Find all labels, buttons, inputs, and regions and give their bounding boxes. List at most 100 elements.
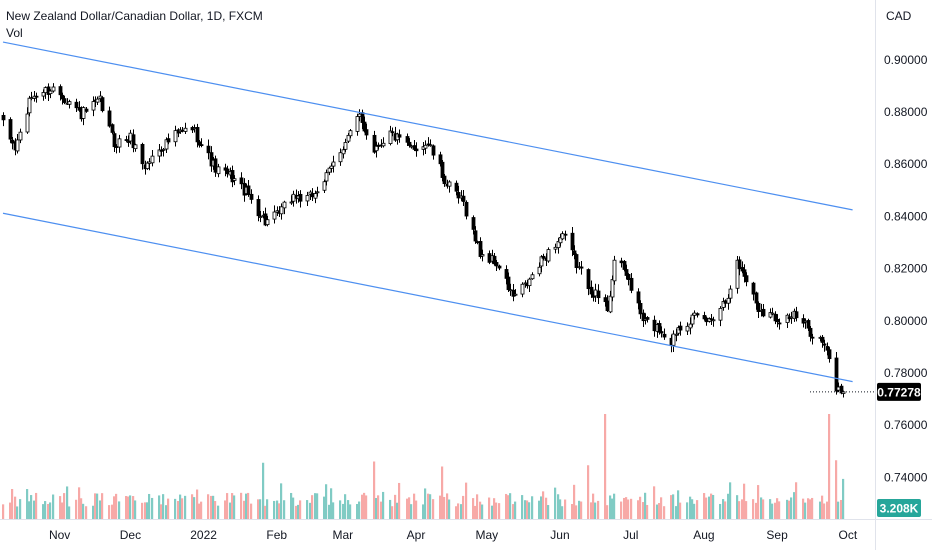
candle-body (298, 193, 303, 202)
candle-body (558, 237, 563, 244)
candle-body (570, 232, 575, 251)
volume-bar (179, 494, 182, 519)
volume-bar (200, 501, 203, 519)
price-tick-label: 0.82000 (884, 262, 928, 276)
candle-body (777, 322, 782, 325)
time-tick-label: Nov (49, 528, 70, 542)
volume-bar (16, 506, 19, 519)
candle-body (183, 127, 188, 132)
candle-body (107, 110, 112, 127)
volume-bar (224, 500, 227, 519)
candle-body (43, 87, 48, 94)
volume-bar (113, 496, 116, 519)
candle-body (652, 319, 657, 332)
volume-bar (557, 494, 560, 519)
volume-bar (290, 492, 293, 519)
volume-bar (299, 500, 302, 519)
volume-bar (191, 494, 194, 519)
candle-body (355, 116, 360, 132)
candle-body (546, 249, 551, 262)
time-tick-label: Mar (333, 528, 354, 542)
volume-bar (693, 503, 696, 519)
volume-bar (465, 482, 468, 519)
volume-bar (375, 498, 378, 519)
volume-bar (479, 501, 482, 519)
volume-bar (365, 495, 368, 519)
candle-body (704, 317, 709, 323)
candle-body (827, 349, 832, 360)
volume-bar (790, 497, 793, 519)
last-volume-badge (877, 499, 921, 517)
candle-body (586, 269, 591, 290)
volume-bar (573, 484, 576, 519)
volume-bar (689, 496, 692, 519)
volume-bar (314, 493, 317, 519)
candle-body (180, 129, 185, 132)
volume-bar (524, 500, 527, 519)
candle-body (513, 293, 518, 296)
candle-body (822, 343, 827, 346)
candle-body (315, 191, 320, 194)
volume-bar (625, 497, 628, 519)
volume-bar (415, 500, 418, 519)
volume-bar (306, 500, 309, 519)
candle-body (624, 269, 629, 276)
candle-body (199, 144, 204, 147)
volume-bar (396, 502, 399, 519)
candle-body (770, 312, 775, 315)
candle-body (289, 201, 294, 204)
candle-body (397, 134, 402, 138)
candle-body (711, 319, 716, 322)
volume-bar (620, 501, 623, 519)
volume-bar (217, 505, 220, 519)
candle-body (341, 149, 346, 155)
candle-body (164, 139, 169, 150)
volume-bar (776, 498, 779, 519)
volume-bar (597, 500, 600, 519)
volume-bar (280, 483, 283, 519)
volume-bar (19, 499, 22, 519)
candle-body (579, 266, 584, 269)
candle-body (128, 132, 133, 142)
volume-bar (769, 499, 772, 519)
volume-bar (786, 499, 789, 519)
price-tick-label: 0.84000 (884, 209, 928, 223)
candle-body (520, 283, 525, 295)
volume-bar (141, 502, 144, 519)
volume-bar (134, 500, 137, 519)
candle-body (246, 185, 251, 196)
volume-bar (330, 488, 333, 519)
volume-bar (377, 495, 380, 519)
volume-bar (361, 494, 364, 519)
volume-bar (181, 498, 184, 519)
candle-body (192, 127, 197, 129)
candle-body (810, 336, 815, 339)
volume-bar (214, 501, 217, 519)
volume-bar (44, 501, 47, 519)
volume-bar (488, 497, 491, 519)
volume-bar (604, 414, 607, 519)
volume-bar (59, 496, 62, 519)
volume-bar (283, 500, 286, 519)
candle-body (25, 113, 30, 133)
candle-body (820, 336, 825, 343)
volume-bar (760, 497, 763, 519)
candle-body (161, 148, 166, 151)
volume-bar (292, 497, 295, 519)
volume-bar (656, 504, 659, 519)
volume-bar (198, 503, 201, 519)
volume-bar (28, 501, 31, 519)
volume-bar (575, 505, 578, 519)
volume-bar (132, 496, 135, 519)
candle-body (91, 101, 96, 111)
volume-bar (63, 493, 66, 519)
time-tick-label: Jul (623, 528, 638, 542)
volume-bar (474, 505, 477, 519)
candle-body (423, 144, 428, 149)
volume-bar (177, 500, 180, 519)
candle-body (360, 112, 365, 123)
volume-bar (514, 501, 517, 519)
volume-bar (111, 504, 114, 519)
volume-bar (592, 493, 595, 519)
